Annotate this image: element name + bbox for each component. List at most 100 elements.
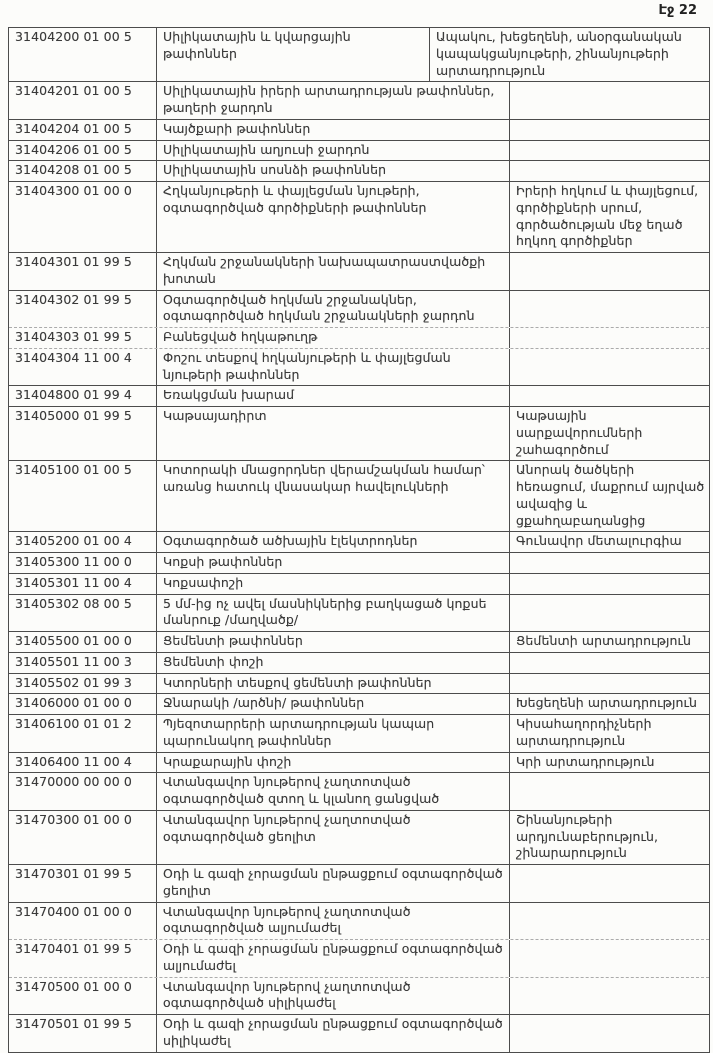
source-cell: [509, 253, 709, 290]
table-row: 31470501 01 99 5 Օդի և գազի չորացման ընթա…: [9, 1015, 709, 1052]
description-cell: Բանեցված հղկաթուղթ: [156, 328, 509, 348]
source-cell: [509, 652, 709, 673]
table-row: 31470400 01 00 0 Վտանգավոր նյութերով չաղտ…: [9, 902, 709, 940]
source-cell: [509, 386, 709, 406]
table-row: 31404304 11 00 4 Փոշու տեսքով հղկանյութեր…: [9, 348, 709, 387]
code-cell: 31405302 08 00 5: [15, 595, 132, 611]
code-cell: 31404200 01 00 5: [15, 29, 132, 44]
description-cell: Հղկանյութերի և փայլեցման նյութերի, օգտագ…: [156, 182, 509, 252]
code-cell: 31470401 01 99 5: [15, 941, 132, 956]
page-number: Էջ 22: [658, 3, 697, 18]
description-cell: Վտանգավոր նյութերով չաղտոտված օգտագործվա…: [156, 902, 509, 939]
source-cell: Գունավոր մետալուրգիա: [509, 532, 709, 552]
table-row: 31405200 01 00 4 Օգտագործած ածխային էլեկտ…: [9, 532, 709, 553]
source-cell: [509, 573, 709, 594]
description-cell: Օդի և գազի չորացման ընթացքում օգտագործվա…: [156, 865, 509, 902]
code-cell: 31405000 01 99 5: [15, 408, 132, 423]
code-cell: 31405300 11 00 0: [15, 554, 132, 569]
description-cell: Վտանգավոր նյութերով չաղտոտված օգտագործվա…: [156, 773, 509, 810]
description-cell: Կտորների տեսքով ցեմենտի թափոններ: [156, 673, 509, 694]
description-cell: Օդի և գազի չորացման ընթացքում օգտագործվա…: [156, 940, 509, 977]
source-cell: Ցեմենտի արտադրություն: [509, 632, 709, 652]
table-row: 31405502 01 99 3 Կտորների տեսքով ցեմենտի …: [9, 673, 709, 695]
description-cell: Օգտագործված հղկման շրջանակներ, օգտագործվ…: [156, 290, 509, 327]
code-cell: 31404300 01 00 0: [15, 183, 132, 198]
table-row: 31406000 01 00 0 Ջնարակի /արծնի/ թափոններ…: [9, 694, 709, 715]
table-row: 31470300 01 00 0 Վտանգավոր նյութերով չաղտ…: [9, 810, 709, 865]
table-row: 31405302 08 00 5 5 մմ-ից ոչ ավել մասնիկնե…: [9, 594, 709, 632]
source-cell: [509, 902, 709, 939]
code-cell: 31405100 01 00 5: [15, 462, 132, 478]
source-cell: [509, 161, 709, 181]
source-cell: [509, 977, 709, 1014]
description-cell: Օդի և գազի չորացման ընթացքում օգտագործվա…: [156, 1015, 509, 1052]
code-cell: 31405501 11 00 3: [15, 653, 132, 669]
source-cell: [509, 290, 709, 327]
table-row: 31404200 01 00 5 Սիլիկատային և կվարցային …: [9, 28, 709, 83]
table-row: 31405000 01 99 5 Կաթսայադիրտ Կաթսային սարք…: [9, 407, 709, 462]
code-cell: 31405200 01 00 4: [15, 533, 132, 549]
source-cell: [509, 865, 709, 902]
source-cell: Կաթսային սարքավորումների շահագործում: [509, 407, 709, 461]
description-cell: Սիլիկատային իրերի արտադրության թափոններ,…: [156, 82, 509, 119]
source-cell: [509, 1015, 709, 1052]
table-row: 31404300 01 00 0 Հղկանյութերի և փայլեցման…: [9, 182, 709, 253]
description-cell: Սիլիկատային և կվարցային թափոններ: [156, 28, 429, 82]
table-row: 31470401 01 99 5 Օդի և գազի չորացման ընթա…: [9, 940, 709, 978]
source-cell: Խեցեղենի արտադրություն: [509, 694, 709, 714]
code-cell: 31470000 00 00 0: [15, 774, 132, 790]
description-cell: Կրաքարային փոշի: [156, 752, 509, 773]
code-cell: 31404304 11 00 4: [15, 349, 132, 365]
source-cell: [509, 348, 709, 386]
code-cell: 31404302 01 99 5: [15, 291, 132, 307]
source-cell: [509, 673, 709, 694]
code-cell: 31406000 01 00 0: [15, 695, 132, 711]
description-cell: Ջնարակի /արծնի/ թափոններ: [156, 694, 509, 714]
table-row: 31404303 01 99 5 Բանեցված հղկաթուղթ: [9, 328, 709, 349]
table-row: 31404302 01 99 5 Օգտագործված հղկման շրջան…: [9, 290, 709, 328]
code-cell: 31470501 01 99 5: [15, 1016, 132, 1031]
description-cell: Եռակցման խարամ: [156, 386, 509, 406]
table-row: 31404204 01 00 5 Կայծքարի թափոններ: [9, 119, 709, 141]
code-cell: 31404204 01 00 5: [15, 120, 132, 136]
source-cell: [509, 940, 709, 977]
description-cell: Փոշու տեսքով հղկանյութերի և փայլեցման նյ…: [156, 348, 509, 386]
table-row: 31404206 01 00 5 Սիլիկատային աղյուսի ջարդ…: [9, 140, 709, 162]
description-cell: Կոտորակի մնացորդներ վերամշակման համար՝ ա…: [156, 461, 509, 532]
code-cell: 31404206 01 00 5: [15, 141, 132, 157]
source-cell: [509, 119, 709, 140]
table-row: 31470000 00 00 0 Վտանգավոր նյութերով չաղտ…: [9, 773, 709, 811]
code-cell: 31406400 11 00 4: [15, 753, 132, 769]
table-row: 31405501 11 00 3 Ցեմենտի փոշի: [9, 652, 709, 674]
table-row: 31406100 01 01 2 Պյեզոտարրերի արտադրությա…: [9, 715, 709, 753]
table-row: 31405500 01 00 0 Ցեմենտի թափոններ Ցեմենտի …: [9, 632, 709, 653]
source-cell: [509, 553, 709, 573]
code-cell: 31405301 11 00 4: [15, 574, 132, 590]
table-row: 31470500 01 00 0 Վտանգավոր նյութերով չաղտ…: [9, 977, 709, 1015]
code-cell: 31404301 01 99 5: [15, 254, 132, 269]
code-cell: 31470300 01 00 0: [15, 811, 132, 827]
code-cell: 31405502 01 99 3: [15, 674, 132, 690]
source-cell: Կիսահաղորդիչների արտադրություն: [509, 715, 709, 752]
table-row: 31404208 01 00 5 Սիլիկատային սոսնձի թափոն…: [9, 161, 709, 182]
description-cell: Պյեզոտարրերի արտադրության կապար պարունակ…: [156, 715, 509, 752]
source-cell: [509, 773, 709, 810]
code-cell: 31470500 01 00 0: [15, 978, 132, 994]
description-cell: Ցեմենտի թափոններ: [156, 632, 509, 652]
source-cell: [509, 82, 709, 119]
code-cell: 31404201 01 00 5: [15, 83, 132, 99]
source-cell: [509, 594, 709, 631]
description-cell: Սիլիկատային աղյուսի ջարդոն: [156, 140, 509, 161]
description-cell: Օգտագործած ածխային էլեկտրոդներ: [156, 532, 509, 552]
code-cell: 31404800 01 99 4: [15, 387, 132, 403]
source-cell: [509, 328, 709, 348]
description-cell: Սիլիկատային սոսնձի թափոններ: [156, 161, 509, 181]
description-cell: Կոքսափոշի: [156, 573, 509, 594]
description-cell: Հղկման շրջանակների նախապատրաստվածքի խոտա…: [156, 253, 509, 290]
source-cell: Անորակ ծածկերի հեռացում, մաքրում այրված …: [509, 461, 709, 532]
table-row: 31404800 01 99 4 Եռակցման խարամ: [9, 386, 709, 407]
source-cell: Իրերի հղկում և փայլեցում, գործիքների սրո…: [509, 182, 709, 252]
waste-classification-table: 31404200 01 00 5 Սիլիկատային և կվարցային …: [8, 27, 710, 1053]
source-cell: Ապակու, խեցեղենի, անօրգանական կապակցանյո…: [429, 28, 709, 82]
code-cell: 31406100 01 01 2: [15, 716, 132, 731]
